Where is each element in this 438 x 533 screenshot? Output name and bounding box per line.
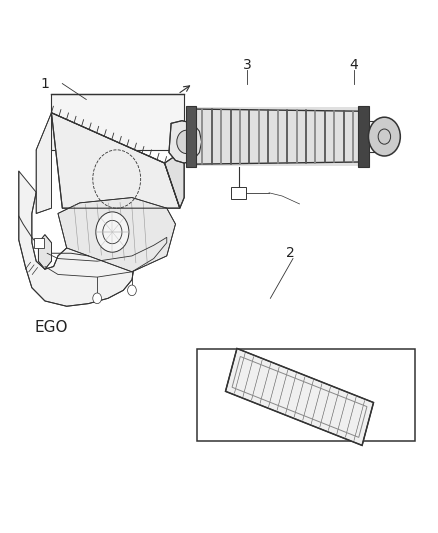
Circle shape [96,212,129,252]
Bar [186,107,196,167]
Circle shape [177,130,196,154]
Polygon shape [36,113,51,214]
Circle shape [368,117,400,156]
Polygon shape [169,120,201,163]
Polygon shape [58,198,176,272]
Bar [358,107,369,167]
Polygon shape [165,150,184,208]
Bar [197,349,415,441]
Text: 3: 3 [243,58,252,72]
Text: EGO: EGO [34,320,67,335]
Text: 1: 1 [40,77,49,91]
Circle shape [93,293,102,304]
Bar [34,238,44,248]
Bar [231,187,246,199]
Text: 4: 4 [350,58,358,72]
Text: 2: 2 [286,246,295,260]
Circle shape [127,285,136,296]
Polygon shape [226,349,374,446]
Bar [193,108,363,166]
Polygon shape [51,113,180,208]
Polygon shape [51,94,184,150]
Polygon shape [39,235,51,269]
Polygon shape [19,171,134,306]
